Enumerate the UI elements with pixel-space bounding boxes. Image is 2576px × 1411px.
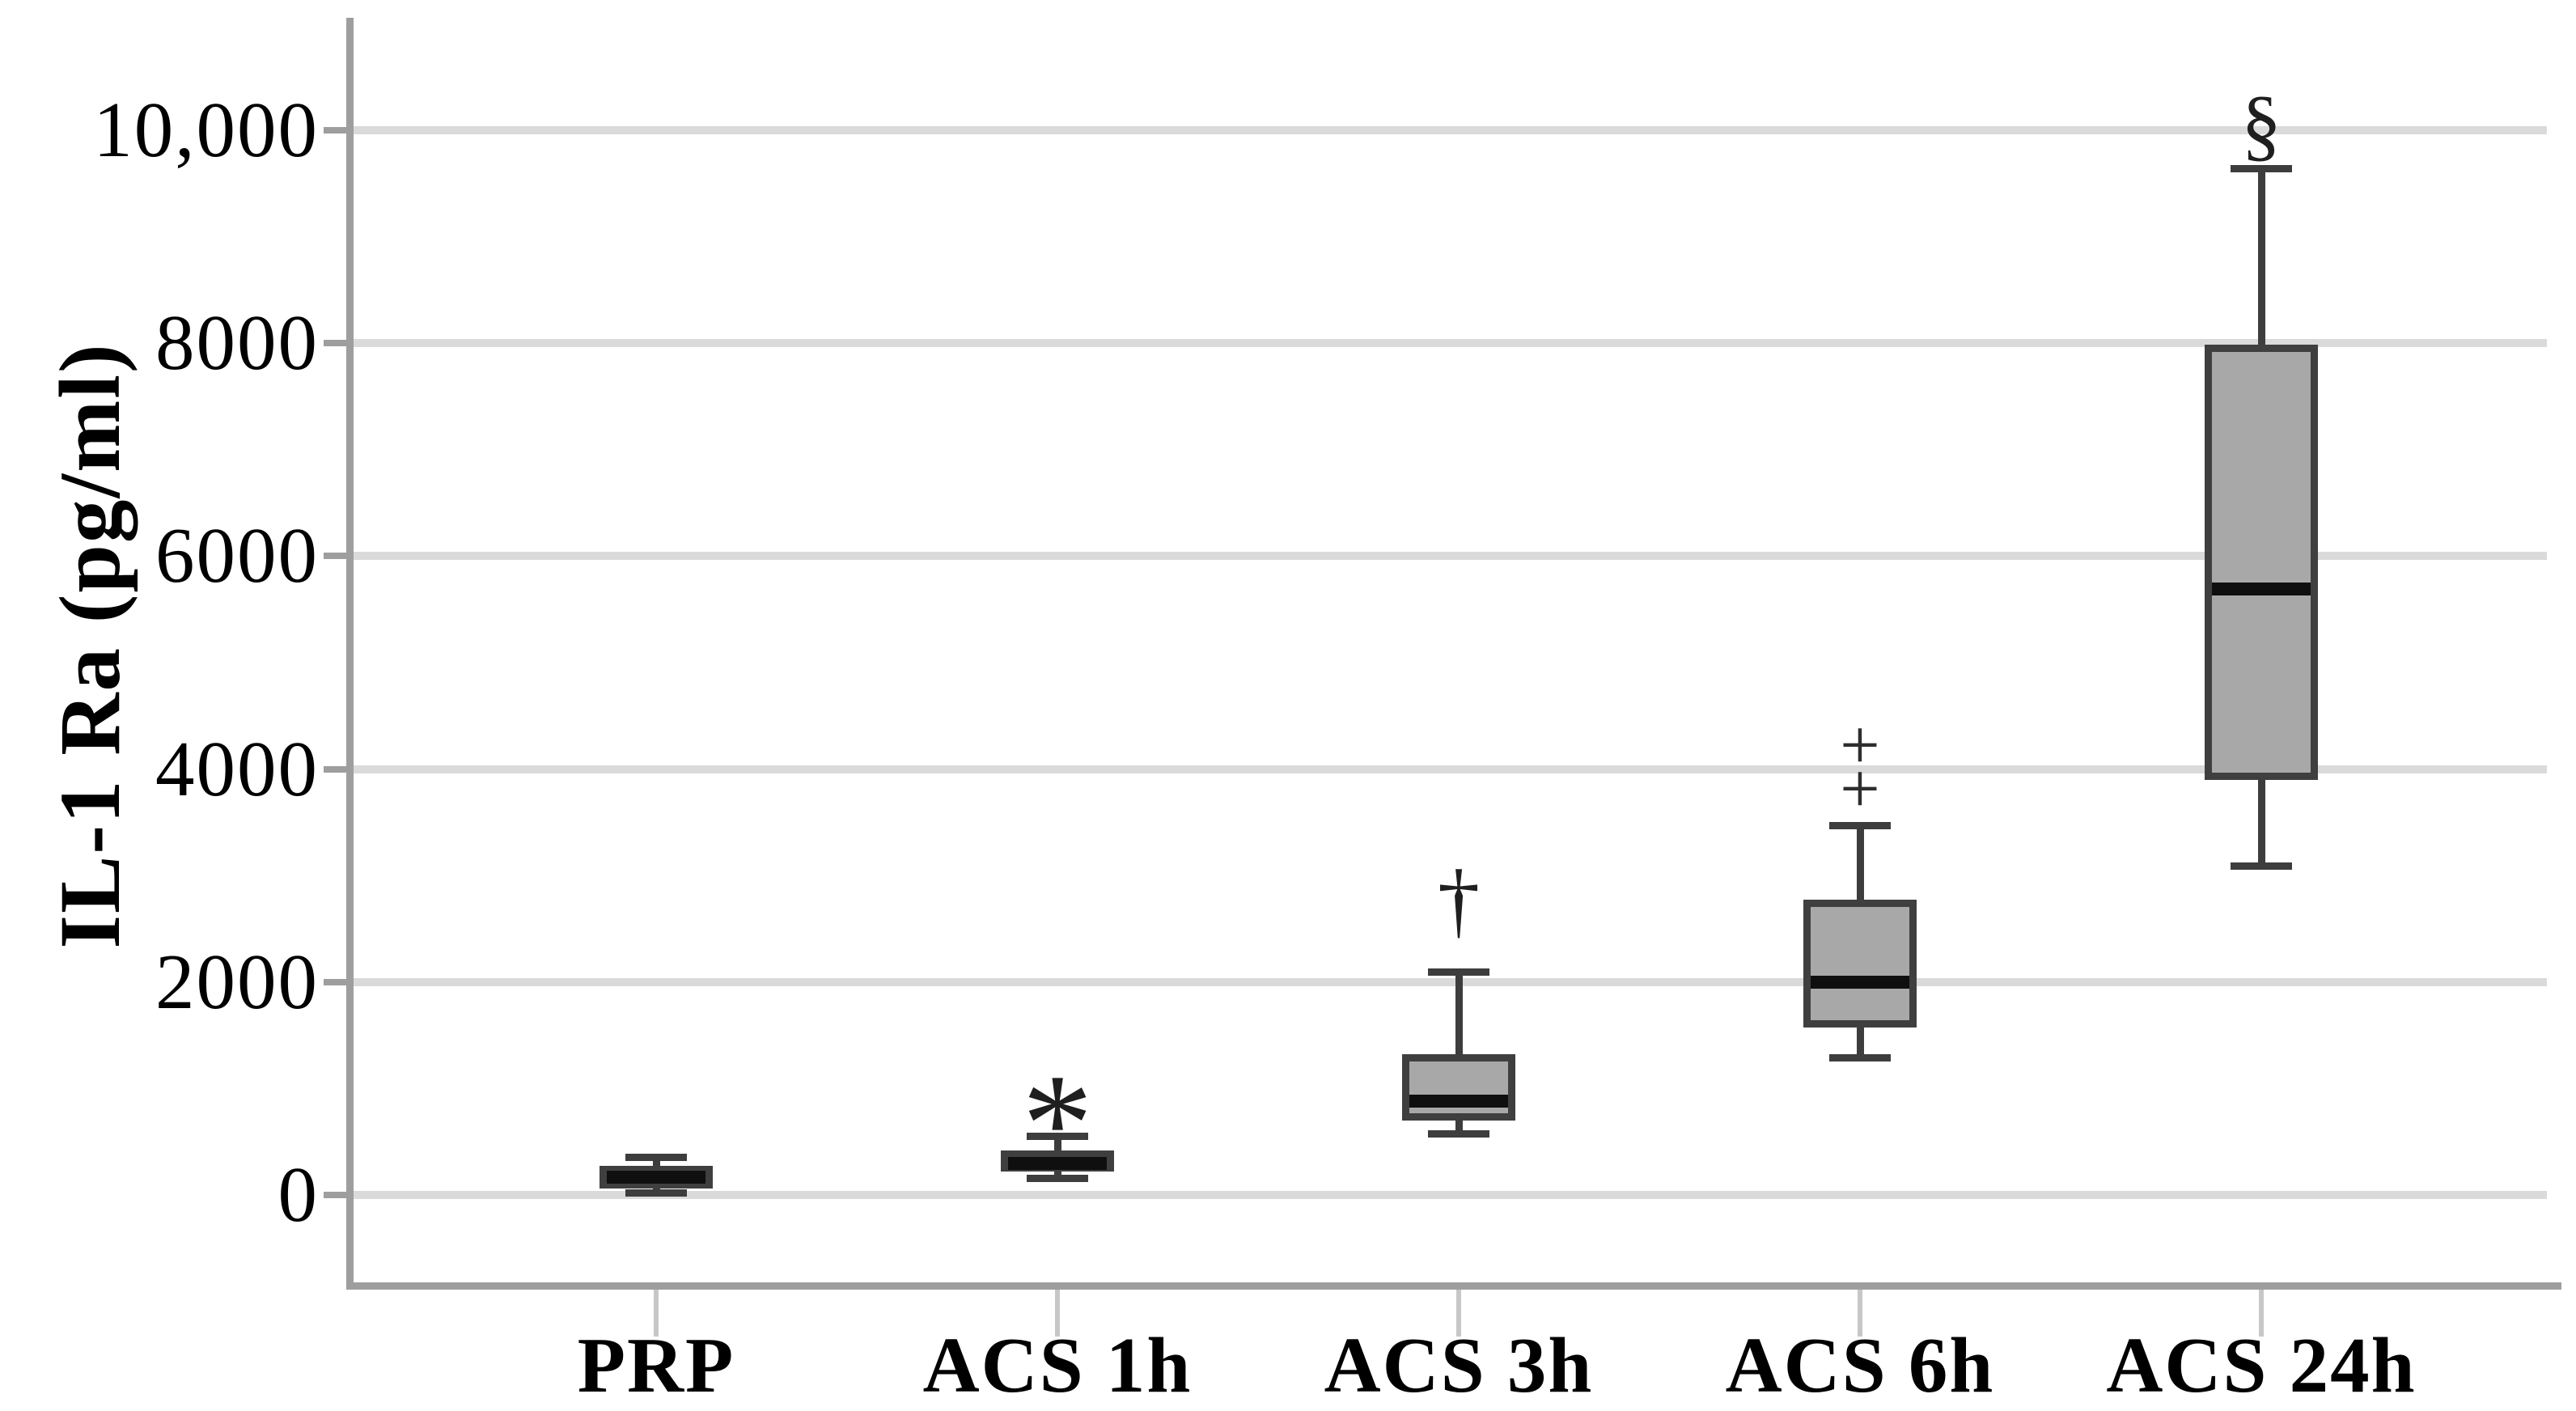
x-axis-tick <box>654 1290 659 1337</box>
y-tick-label: 0 <box>278 1151 319 1238</box>
significance-annotation: † <box>1437 852 1481 947</box>
y-axis-line <box>346 18 354 1290</box>
x-axis-tick <box>2259 1290 2264 1337</box>
gridline <box>354 1191 2547 1199</box>
whisker-cap-bottom <box>2231 862 2292 870</box>
whisker-cap-bottom <box>1428 1130 1489 1138</box>
y-tick-label: 2000 <box>155 939 319 1025</box>
y-tick-label: 8000 <box>155 299 319 386</box>
whisker-line <box>1455 972 1463 1133</box>
y-axis-tick <box>324 553 348 559</box>
outlier-marker: + <box>1840 706 1880 785</box>
whisker-cap-top <box>1428 968 1489 976</box>
whisker-cap-bottom <box>1829 1054 1891 1061</box>
x-category-label: ACS 1h <box>922 1322 1193 1409</box>
median-line <box>1008 1157 1107 1170</box>
median-line <box>1811 976 1909 989</box>
x-axis-line <box>346 1282 2561 1290</box>
whisker-cap-top <box>1829 822 1891 829</box>
whisker-cap-top <box>1027 1133 1088 1140</box>
x-axis-tick <box>1456 1290 1461 1337</box>
median-line <box>1409 1095 1508 1108</box>
gridline <box>354 552 2547 560</box>
x-axis-tick <box>1858 1290 1862 1337</box>
whisker-cap-top <box>2231 165 2292 172</box>
whisker-cap-bottom <box>1027 1175 1088 1182</box>
significance-annotation: § <box>2241 79 2282 169</box>
gridline <box>354 339 2547 347</box>
median-line <box>607 1171 705 1184</box>
y-tick-label: 4000 <box>155 726 319 812</box>
box <box>2205 345 2318 780</box>
y-axis-tick <box>324 1192 348 1198</box>
box <box>1402 1054 1515 1121</box>
gridline <box>354 126 2547 134</box>
gridline <box>354 765 2547 773</box>
box <box>1803 900 1917 1028</box>
x-category-label: PRP <box>577 1322 735 1409</box>
gridline <box>354 978 2547 986</box>
y-axis-title: IL-1 Ra (pg/ml) <box>43 342 138 949</box>
y-tick-label: 6000 <box>155 512 319 599</box>
y-axis-tick <box>324 979 348 985</box>
significance-annotation: * <box>1022 1044 1093 1201</box>
y-axis-tick <box>324 127 348 133</box>
x-category-label: ACS 6h <box>1725 1322 1995 1409</box>
y-axis-tick <box>324 766 348 773</box>
x-axis-tick <box>1055 1290 1060 1337</box>
x-category-label: ACS 24h <box>2106 1322 2417 1409</box>
median-line <box>2212 583 2311 595</box>
outlier-marker: + <box>1840 750 1880 828</box>
x-category-label: ACS 3h <box>1324 1322 1594 1409</box>
y-tick-label: 10,000 <box>93 87 319 173</box>
whisker-cap-top <box>625 1154 687 1161</box>
whisker-cap-bottom <box>625 1189 687 1197</box>
y-axis-tick <box>324 340 348 346</box>
